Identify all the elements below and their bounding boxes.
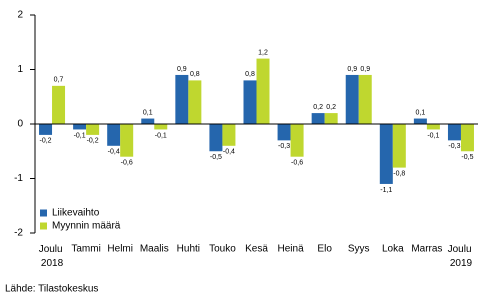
x-tick-label: Syys: [348, 244, 370, 255]
y-tick-label: 0: [17, 119, 23, 130]
bar: [154, 124, 168, 130]
value-label: 0,2: [326, 104, 336, 111]
value-label: -0,3: [278, 143, 290, 150]
y-tick-label: -2: [14, 228, 23, 239]
value-label: 0,8: [245, 71, 255, 78]
bar: [358, 74, 372, 124]
value-label: -0,1: [427, 132, 439, 139]
value-label: -0,6: [121, 160, 133, 167]
x-tick-label: Helmi: [107, 244, 133, 255]
value-label: 0,7: [54, 77, 64, 84]
legend-label: Myynnin määrä: [52, 221, 121, 232]
bar: [426, 124, 440, 130]
value-label: 0,1: [143, 109, 153, 116]
value-label: 0,8: [190, 71, 200, 78]
value-label: -0,3: [448, 143, 460, 150]
bar: [379, 124, 393, 184]
value-label: 0,9: [177, 66, 187, 73]
bar: [256, 58, 270, 124]
x-tick-label: Touko: [209, 244, 236, 255]
bar: [52, 85, 66, 124]
bar: [290, 124, 304, 157]
x-tick-label: Huhti: [177, 244, 200, 255]
x-tick-label: Tammi: [71, 244, 100, 255]
legend-swatch: [40, 222, 47, 230]
bar: [277, 124, 291, 141]
x-tick-label: Marras: [411, 244, 442, 255]
bar: [107, 124, 121, 146]
value-label: 0,9: [360, 66, 370, 73]
bar: [141, 118, 155, 124]
value-label: -0,5: [461, 154, 473, 161]
bar: [120, 124, 134, 157]
x-tick-label: Heinä: [278, 244, 305, 255]
bar: [324, 113, 338, 124]
value-label: 0,2: [313, 104, 323, 111]
bar: [86, 124, 100, 135]
x-tick-label: Kesä: [245, 244, 268, 255]
bar: [188, 80, 202, 124]
value-label: -0,5: [210, 154, 222, 161]
legend-swatch: [40, 209, 47, 217]
value-label: -1,1: [380, 187, 392, 194]
value-label: -0,6: [291, 160, 303, 167]
value-label: -0,1: [155, 132, 167, 139]
legend-label: Liikevaihto: [52, 208, 100, 219]
bar: [311, 113, 325, 124]
bar: [243, 80, 257, 124]
x-tick-label: Joulu 2019: [448, 244, 475, 269]
value-label: -0,8: [393, 170, 405, 177]
x-tick-label: Joulu 2018: [39, 244, 66, 269]
value-label: -0,2: [87, 138, 99, 145]
x-tick-label: Maalis: [140, 244, 169, 255]
value-label: -0,4: [223, 149, 235, 156]
value-label: -0,1: [74, 132, 86, 139]
bar: [392, 124, 406, 168]
source: Lähde: Tilastokeskus: [5, 284, 98, 295]
bar: [413, 118, 427, 124]
value-label: 0,1: [416, 109, 426, 116]
y-tick-label: 2: [17, 10, 23, 21]
y-tick-label: -1: [14, 173, 23, 184]
x-tick-label: Loka: [382, 244, 404, 255]
x-tick-label: Elo: [317, 244, 332, 255]
bar: [460, 124, 474, 152]
bar: [175, 74, 189, 124]
bar: [222, 124, 236, 146]
value-label: -0,2: [40, 138, 52, 145]
bar: [345, 74, 359, 124]
bar: [209, 124, 223, 152]
y-tick-label: 1: [17, 64, 23, 75]
value-label: 1,2: [258, 49, 268, 56]
bar: [73, 124, 87, 130]
bar: [447, 124, 461, 141]
value-label: -0,4: [108, 149, 120, 156]
value-label: 0,9: [347, 66, 357, 73]
bar: [39, 124, 53, 135]
